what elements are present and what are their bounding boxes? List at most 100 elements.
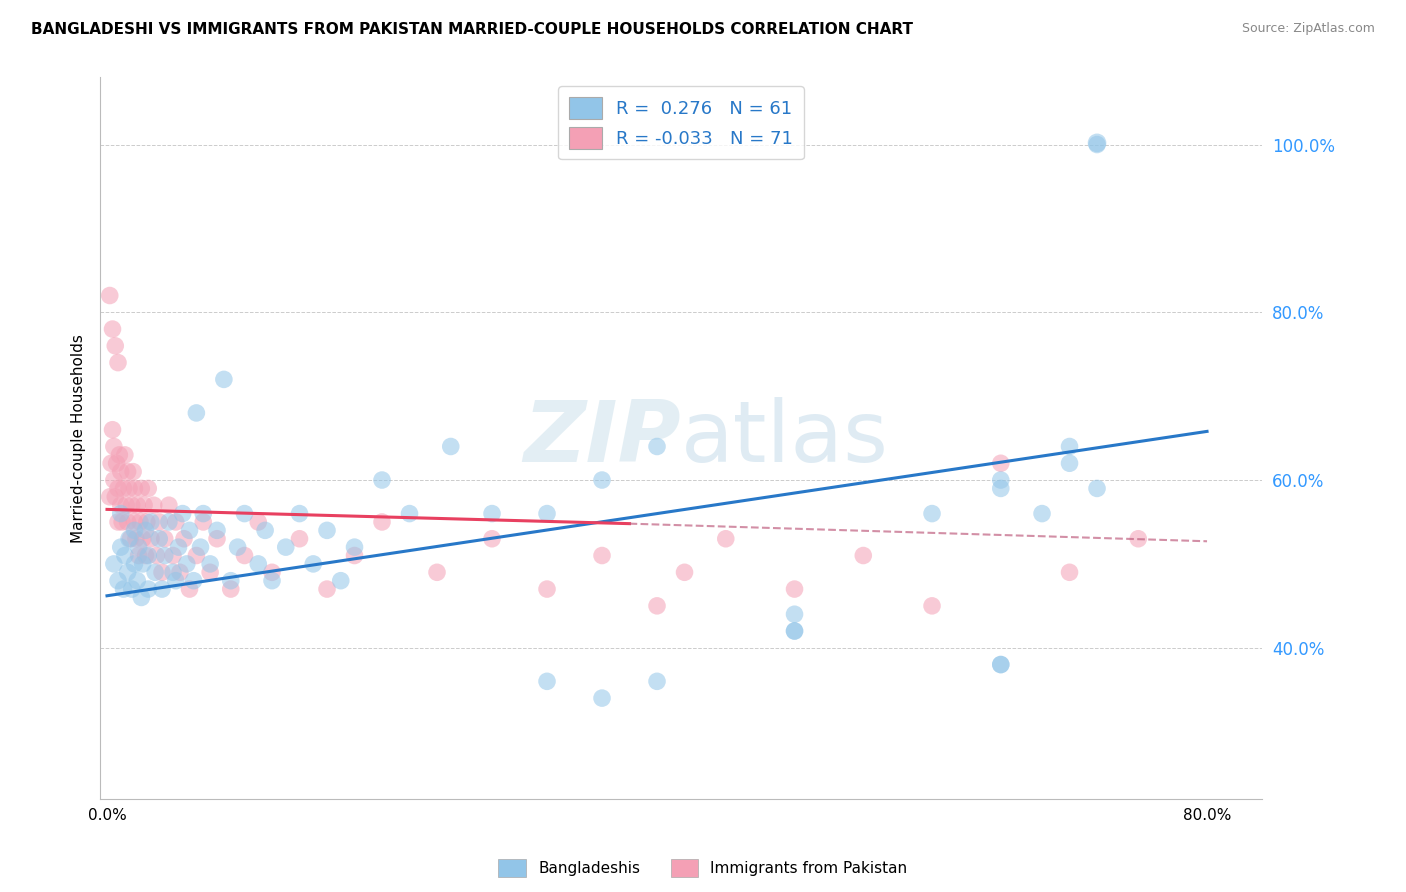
Point [990, 456, 1012, 470]
Point [136, 482, 159, 496]
Text: ZIP: ZIP [523, 397, 681, 480]
Point [107, 515, 129, 529]
Point [104, 490, 127, 504]
Point [145, 549, 167, 563]
Point [536, 674, 558, 689]
Point [121, 582, 143, 596]
Point [117, 465, 139, 479]
Legend: Bangladeshis, Immigrants from Pakistan: Bangladeshis, Immigrants from Pakistan [491, 852, 915, 884]
Point [921, 599, 943, 613]
Point [114, 448, 136, 462]
Point [162, 549, 184, 563]
Point [108, 448, 131, 462]
Point [852, 549, 875, 563]
Point [205, 524, 228, 538]
Point [110, 465, 132, 479]
Text: Source: ZipAtlas.com: Source: ZipAtlas.com [1241, 22, 1375, 36]
Point [783, 624, 806, 638]
Point [426, 566, 449, 580]
Point [153, 549, 176, 563]
Point [219, 574, 242, 588]
Legend: R =  0.276   N = 61, R = -0.033   N = 71: R = 0.276 N = 61, R = -0.033 N = 71 [558, 87, 804, 160]
Point [107, 356, 129, 370]
Point [117, 515, 139, 529]
Point [128, 540, 150, 554]
Point [591, 549, 613, 563]
Point [990, 657, 1012, 672]
Point [1085, 136, 1108, 150]
Point [101, 423, 124, 437]
Point [98, 288, 121, 302]
Point [316, 582, 339, 596]
Point [1031, 507, 1053, 521]
Point [139, 515, 162, 529]
Point [783, 582, 806, 596]
Point [219, 582, 242, 596]
Point [591, 691, 613, 706]
Point [183, 574, 205, 588]
Point [645, 599, 668, 613]
Point [173, 532, 195, 546]
Point [921, 507, 943, 521]
Point [105, 456, 128, 470]
Point [274, 540, 297, 554]
Point [134, 498, 156, 512]
Point [1085, 482, 1108, 496]
Point [179, 524, 201, 538]
Point [990, 657, 1012, 672]
Point [124, 482, 146, 496]
Point [103, 557, 125, 571]
Point [165, 574, 187, 588]
Point [115, 498, 138, 512]
Point [118, 532, 141, 546]
Point [114, 549, 136, 563]
Point [205, 532, 228, 546]
Point [343, 540, 366, 554]
Point [302, 557, 325, 571]
Point [990, 473, 1012, 487]
Point [212, 372, 235, 386]
Point [124, 557, 146, 571]
Point [153, 532, 176, 546]
Point [131, 482, 153, 496]
Point [124, 524, 146, 538]
Point [162, 566, 184, 580]
Point [124, 515, 146, 529]
Point [157, 498, 180, 512]
Point [343, 549, 366, 563]
Point [139, 532, 162, 546]
Point [783, 607, 806, 622]
Point [150, 582, 173, 596]
Point [110, 540, 132, 554]
Point [176, 557, 198, 571]
Point [120, 532, 142, 546]
Point [645, 440, 668, 454]
Point [127, 498, 149, 512]
Y-axis label: Married-couple Households: Married-couple Households [72, 334, 86, 542]
Point [329, 574, 352, 588]
Point [132, 532, 155, 546]
Point [990, 482, 1012, 496]
Point [1128, 532, 1150, 546]
Point [112, 582, 135, 596]
Point [179, 582, 201, 596]
Point [111, 515, 134, 529]
Point [1085, 137, 1108, 152]
Point [103, 440, 125, 454]
Point [1059, 440, 1081, 454]
Point [172, 507, 194, 521]
Point [157, 515, 180, 529]
Point [186, 406, 208, 420]
Point [783, 624, 806, 638]
Point [260, 566, 283, 580]
Point [127, 574, 149, 588]
Point [233, 507, 256, 521]
Point [536, 582, 558, 596]
Point [136, 582, 159, 596]
Point [131, 591, 153, 605]
Point [98, 490, 121, 504]
Point [371, 515, 394, 529]
Point [165, 515, 187, 529]
Point [134, 549, 156, 563]
Point [316, 524, 339, 538]
